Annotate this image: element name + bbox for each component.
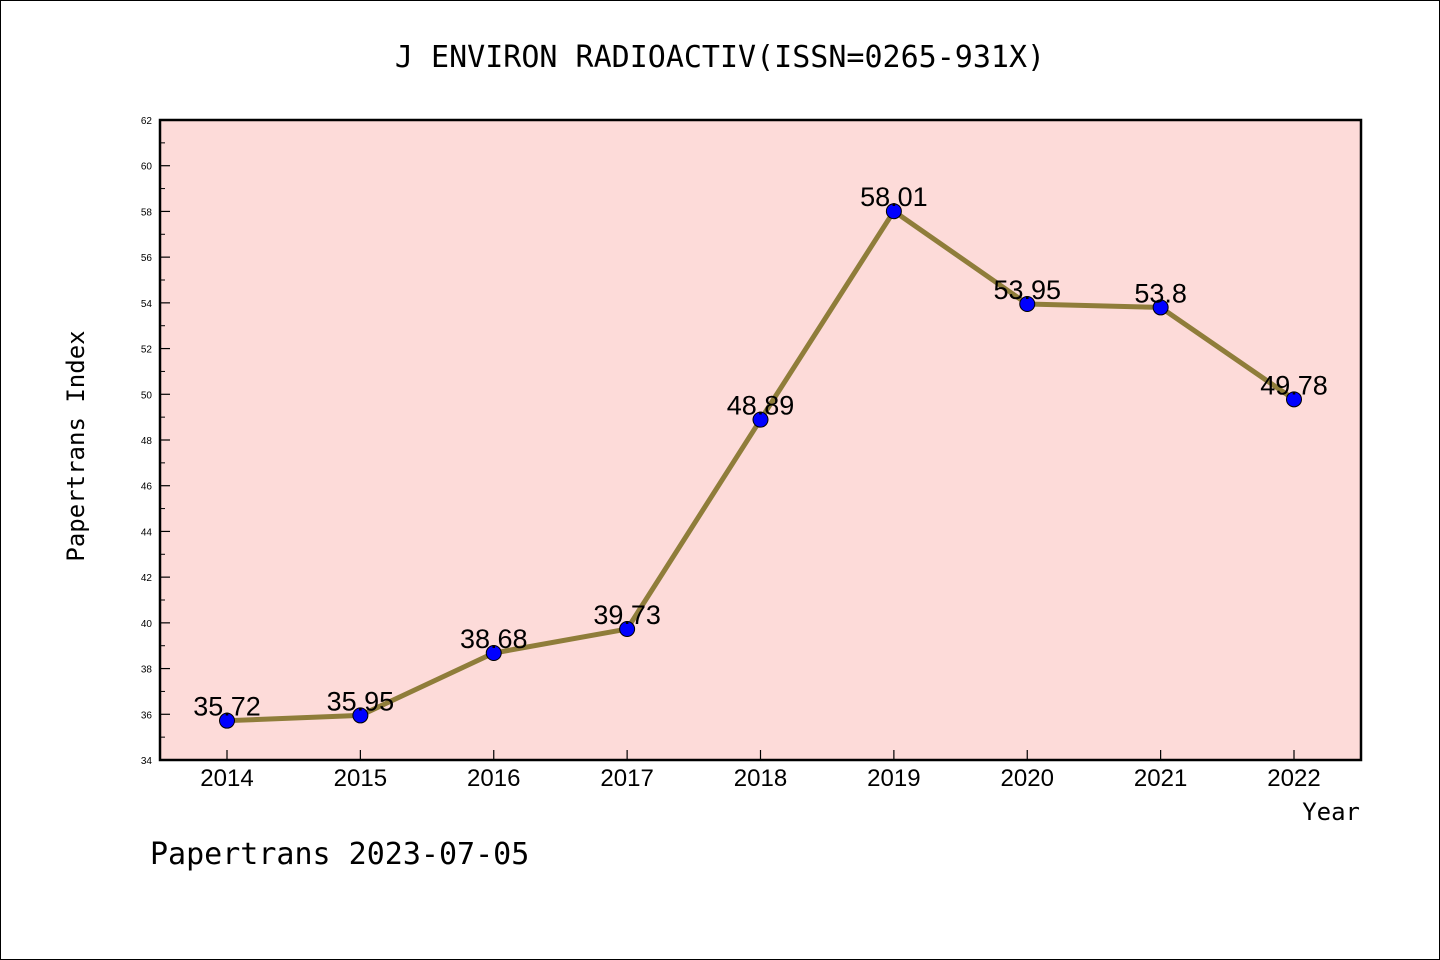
data-point — [885, 203, 902, 220]
plot-area — [158, 118, 1363, 762]
data-label: 53.8 — [1134, 278, 1187, 308]
y-tick-label: 62 — [141, 116, 153, 127]
data-label: 38.68 — [460, 624, 528, 654]
footer-text: Papertrans 2023-07-05 — [150, 837, 529, 872]
data-label: 35.95 — [327, 686, 395, 716]
y-tick-label: 52 — [141, 345, 153, 356]
y-tick-label: 56 — [141, 253, 153, 264]
x-tick-label: 2015 — [334, 765, 387, 792]
y-tick-label: 40 — [141, 619, 153, 630]
y-tick-label: 60 — [141, 162, 153, 173]
x-tick-label: 2022 — [1267, 765, 1320, 792]
y-tick-label: 58 — [141, 207, 153, 218]
x-tick-label: 2020 — [1001, 765, 1054, 792]
x-tick-label: 2019 — [867, 765, 920, 792]
data-point — [619, 621, 636, 638]
y-tick-label: 34 — [141, 756, 153, 767]
y-tick-label: 50 — [141, 390, 153, 401]
data-point — [485, 645, 502, 662]
y-tick-label: 48 — [141, 436, 153, 447]
data-point — [1152, 299, 1169, 316]
chart-title: J ENVIRON RADIOACTIV(ISSN=0265-931X) — [395, 40, 1045, 75]
x-axis-label: Year — [1302, 798, 1360, 826]
x-tick-label: 2017 — [600, 765, 653, 792]
data-point — [1286, 391, 1302, 408]
data-label: 58.01 — [860, 182, 928, 212]
data-point — [352, 707, 369, 724]
y-tick-label: 44 — [141, 527, 153, 538]
y-tick-label: 46 — [141, 482, 153, 493]
series-group — [219, 203, 1302, 729]
data-point — [752, 411, 769, 428]
y-tick-label: 36 — [141, 710, 153, 721]
data-label: 39.73 — [593, 600, 661, 630]
data-label: 48.89 — [727, 391, 795, 421]
y-tick-label: 38 — [141, 665, 153, 676]
x-tick-label: 2014 — [200, 765, 253, 792]
x-tick-label: 2021 — [1134, 765, 1187, 792]
y-axis-label: Papertrans Index — [62, 330, 90, 561]
x-axis: 2014 2015 2016 2017 2018 2019 2020 2021 2022 — [200, 750, 1321, 792]
data-label: 35.72 — [193, 692, 261, 722]
y-tick-label: 54 — [141, 299, 153, 310]
y-axis: 34 36 38 40 42 44 46 48 50 52 54 56 58 60 62 — [141, 116, 170, 767]
x-tick-label: 2018 — [734, 765, 787, 792]
data-labels: 35.72 35.95 38.68 39.73 48.89 58.01 53.95 53.8 4… — [193, 182, 1328, 721]
x-tick-label: 2016 — [467, 765, 520, 792]
data-label: 49.78 — [1260, 370, 1328, 400]
data-point — [219, 712, 235, 729]
data-label: 53.95 — [993, 275, 1061, 305]
data-point — [1019, 296, 1036, 312]
y-tick-label: 42 — [141, 573, 153, 584]
